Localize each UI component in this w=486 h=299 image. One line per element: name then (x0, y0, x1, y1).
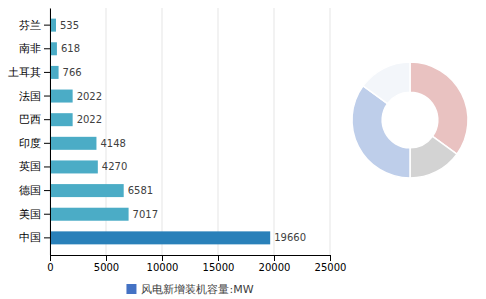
bar (50, 42, 57, 55)
y-tick-label: 南非 (19, 42, 41, 55)
donut (352, 62, 468, 178)
x-tick-mark (50, 255, 51, 261)
x-tick-label: 0 (47, 262, 53, 273)
x-axis: 0 5000 10000 15000 20000 25000 (47, 255, 346, 273)
y-tick-mark (44, 143, 50, 144)
y-tick: 南非 (19, 42, 50, 55)
bar-chart: 0 5000 10000 15000 20000 25000 芬兰南非土耳其法国巴西印度英国… (8, 8, 346, 273)
x-tick: 10000 (147, 255, 179, 273)
bar (50, 208, 129, 221)
x-tick-mark (218, 255, 219, 261)
y-tick-mark (44, 190, 50, 191)
x-tick: 5000 (94, 255, 119, 273)
y-tick-mark (44, 96, 50, 97)
donut-slice (363, 62, 410, 104)
x-tick: 0 (47, 255, 53, 273)
y-tick-label: 土耳其 (8, 66, 41, 79)
y-tick-mark (44, 25, 50, 26)
data-label: 2022 (77, 91, 102, 102)
bar (50, 113, 73, 126)
legend-item: 风电新增装机容量:MW (126, 283, 253, 296)
grid-line (162, 8, 163, 255)
data-labels: 535 618 766 2022 2022 4148 4270 6581 7017 19660 (60, 20, 306, 244)
y-tick-label: 芬兰 (19, 19, 41, 32)
y-tick-label: 印度 (19, 137, 41, 150)
data-label: 766 (63, 67, 82, 78)
data-label: 2022 (77, 114, 102, 125)
x-axis-line (51, 256, 331, 262)
data-label: 618 (61, 43, 80, 54)
x-tick-mark (162, 255, 163, 261)
grid-line (218, 8, 219, 255)
y-tick: 土耳其 (8, 66, 50, 79)
grid-line (330, 8, 331, 255)
y-tick: 英国 (19, 160, 50, 173)
y-tick-mark (44, 237, 50, 238)
legend-swatch (126, 284, 136, 294)
x-tick-label: 5000 (94, 262, 119, 273)
y-axis: 芬兰南非土耳其法国巴西印度英国德国美国中国 (8, 9, 51, 256)
y-tick: 芬兰 (19, 19, 50, 32)
data-label: 6581 (128, 185, 153, 196)
y-tick-label: 巴西 (19, 113, 41, 126)
donut-slice (410, 136, 457, 178)
chart: 0 5000 10000 15000 20000 25000 芬兰南非土耳其法国巴西印度英国… (0, 0, 486, 299)
bar (50, 137, 96, 150)
data-label: 535 (60, 20, 79, 31)
x-tick-label: 20000 (259, 262, 291, 273)
data-label: 7017 (133, 209, 158, 220)
y-tick-label: 德国 (19, 184, 41, 197)
y-tick-label: 美国 (19, 208, 41, 221)
data-label: 4148 (100, 138, 125, 149)
x-tick: 15000 (203, 255, 235, 273)
y-tick-mark (44, 72, 50, 73)
grid-line (274, 8, 275, 255)
bar (50, 184, 124, 197)
legend-label: 风电新增装机容量:MW (141, 283, 253, 296)
x-tick-mark (330, 255, 331, 261)
y-tick-label: 英国 (19, 160, 41, 173)
bar (50, 66, 59, 79)
grid (50, 8, 330, 255)
y-tick-mark (44, 214, 50, 215)
y-tick: 印度 (19, 137, 50, 150)
y-tick-mark (44, 48, 50, 49)
bars (50, 19, 270, 245)
y-tick: 德国 (19, 184, 50, 197)
x-tick-mark (106, 255, 107, 261)
bar (50, 231, 270, 244)
bar (50, 90, 73, 103)
y-tick: 中国 (19, 231, 50, 244)
grid-line (50, 8, 51, 255)
bar (50, 160, 98, 173)
y-tick: 巴西 (19, 113, 50, 126)
y-tick-mark (44, 119, 50, 120)
x-tick-label: 15000 (203, 262, 235, 273)
y-tick-label: 法国 (19, 90, 41, 103)
y-tick: 美国 (19, 208, 50, 221)
y-tick-mark (44, 166, 50, 167)
data-label: 4270 (102, 161, 127, 172)
x-tick-label: 10000 (147, 262, 179, 273)
data-label: 19660 (274, 232, 306, 243)
x-tick-mark (274, 255, 275, 261)
y-tick-label: 中国 (19, 231, 41, 244)
x-tick: 20000 (259, 255, 291, 273)
legend: 风电新增装机容量:MW (126, 283, 253, 296)
y-tick: 法国 (19, 90, 50, 103)
x-tick-label: 25000 (315, 262, 347, 273)
y-axis-line (50, 9, 51, 256)
x-tick: 25000 (315, 255, 347, 273)
